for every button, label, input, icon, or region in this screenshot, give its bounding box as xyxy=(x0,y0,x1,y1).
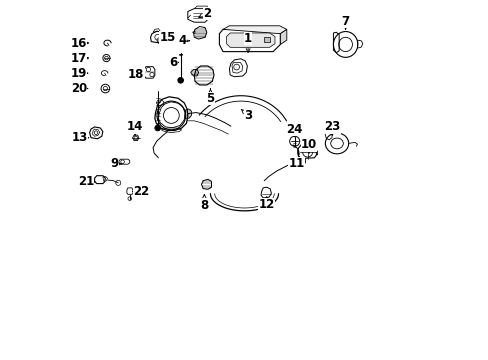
Text: 7: 7 xyxy=(341,15,349,29)
Polygon shape xyxy=(280,30,286,44)
Text: 21: 21 xyxy=(78,175,95,188)
Text: 10: 10 xyxy=(300,138,317,153)
Text: 4: 4 xyxy=(178,34,189,48)
Text: 6: 6 xyxy=(169,56,178,69)
Text: 15: 15 xyxy=(158,31,175,44)
Text: 16: 16 xyxy=(70,36,88,50)
Text: 22: 22 xyxy=(133,185,149,198)
Text: 5: 5 xyxy=(206,89,214,105)
Polygon shape xyxy=(223,26,286,34)
Text: 19: 19 xyxy=(70,67,87,80)
Text: 13: 13 xyxy=(71,131,88,144)
Circle shape xyxy=(155,125,160,131)
Text: 12: 12 xyxy=(258,197,274,211)
Text: 23: 23 xyxy=(324,121,340,135)
Text: 11: 11 xyxy=(288,157,304,170)
Text: 24: 24 xyxy=(286,122,302,137)
Text: 9: 9 xyxy=(110,157,122,170)
Text: 3: 3 xyxy=(241,109,252,122)
Polygon shape xyxy=(226,33,274,47)
Text: 14: 14 xyxy=(127,121,143,135)
Text: 8: 8 xyxy=(200,195,208,212)
Text: 1: 1 xyxy=(244,32,252,53)
Text: 18: 18 xyxy=(128,68,144,81)
Circle shape xyxy=(178,77,183,83)
Text: 17: 17 xyxy=(71,51,88,64)
Text: 20: 20 xyxy=(71,82,87,95)
Polygon shape xyxy=(264,37,269,41)
Polygon shape xyxy=(231,62,242,73)
Polygon shape xyxy=(194,6,207,9)
Text: 2: 2 xyxy=(198,7,210,20)
